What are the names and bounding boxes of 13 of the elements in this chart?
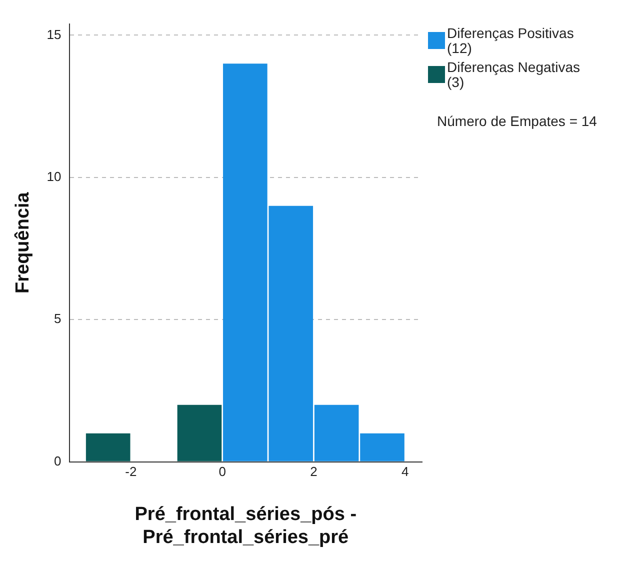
x-tick-label: 0 <box>218 464 226 480</box>
y-tick-label: 15 <box>46 26 62 42</box>
y-tick-label: 10 <box>46 168 62 184</box>
x-tick-label: -2 <box>125 464 137 480</box>
x-tick-label: 2 <box>310 464 318 480</box>
legend-label: Diferenças Negativas (3) <box>447 59 582 90</box>
legend-label: Diferenças Positivas (12) <box>447 25 575 56</box>
x-axis-title: Pré_frontal_séries_pós - Pré_frontal_séries_pré <box>134 504 357 548</box>
x-tick-label: 4 <box>401 464 409 480</box>
y-tick-label: 0 <box>54 453 62 468</box>
text: Número de Empates = 14 <box>436 113 598 129</box>
y-tick-label: 5 <box>54 311 62 326</box>
y-axis-title: Frequência <box>12 192 34 294</box>
